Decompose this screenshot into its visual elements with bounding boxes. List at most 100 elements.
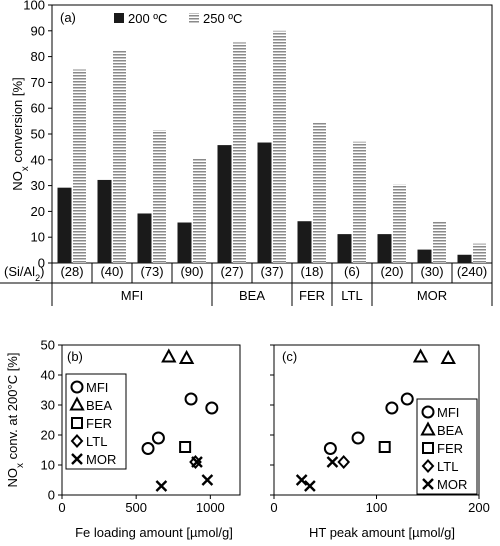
panel-b-point-mor [201, 474, 214, 486]
panel-b-point-mfi [141, 442, 155, 455]
panel-b-legend-label-bea: BEA [86, 398, 112, 413]
bar-200c [137, 213, 152, 264]
panel-b-legend-marker-fer [71, 417, 83, 429]
panel-c-x-tick-label: 100 [366, 500, 388, 515]
panel-b-legend-label-ltl: LTL [86, 434, 107, 449]
group-label: FER [299, 288, 325, 303]
panel-b-y-tick-label: 0 [48, 488, 55, 503]
bar-200c [57, 187, 72, 264]
panel-b-x-tick-label: 500 [125, 500, 147, 515]
category-label: (73) [140, 264, 163, 279]
group-label: MFI [121, 288, 143, 303]
panel-b-point-mor [191, 456, 203, 468]
panel-c-label: (c) [282, 349, 297, 364]
panel-a-y-tick-label: 90 [31, 23, 45, 38]
panel-a-y-tick-label: 10 [31, 230, 45, 245]
group-label: BEA [239, 288, 265, 303]
panel-b-point-fer [179, 441, 192, 453]
bar-250c [473, 243, 486, 263]
panel-c-legend-marker-bea [420, 421, 436, 436]
panel-b-point-bea [178, 349, 195, 364]
panel-b-point-mfi [184, 392, 198, 406]
panel-b-legend-label-mfi: MFI [86, 380, 108, 395]
panel-b-point-mfi [151, 431, 165, 445]
panel-b-legend-marker-ltl [70, 434, 84, 448]
panel-a-bar-chart: (a) NOx conversion [%] (Si/Al2) 0 10 20 30 4… [0, 0, 493, 306]
category-label: (18) [300, 264, 323, 279]
panel-c-point-mfi [323, 442, 337, 455]
panel-b-y-tick-label: 20 [41, 428, 55, 443]
category-label: (90) [180, 264, 203, 279]
bar-200c [297, 221, 312, 264]
panel-b-scatter: (b) NOx conv. at 200°C [%] Fe loading am… [5, 338, 241, 540]
legend-swatch-200c [114, 13, 124, 23]
panel-c-point-mor [326, 456, 339, 468]
panel-a-y-tick-label: 80 [31, 49, 45, 64]
panel-a-y-tick-label: 20 [31, 204, 45, 219]
category-label: (37) [260, 264, 283, 279]
panel-c-point-bea [412, 348, 429, 363]
panel-b-point-bea [161, 348, 177, 363]
panel-b-legend-label-mor: MOR [86, 452, 116, 467]
bar-200c [457, 254, 472, 264]
panel-b-y-tick-label: 50 [41, 338, 55, 353]
bar-250c [353, 141, 366, 263]
panel-a-y-tick-label: 0 [38, 256, 45, 271]
panel-c-point-mfi [385, 401, 399, 415]
panel-c-point-ltl [337, 455, 351, 469]
panel-a-y-tick-label: 50 [31, 127, 45, 142]
panel-c-scatter: (c) HT peak amount [µmol/g] 0 100 200 MFI B… [270, 344, 490, 540]
category-label: (240) [457, 264, 487, 279]
panel-b-legend-marker-mor [71, 453, 83, 465]
panel-c-x-axis-title: HT peak amount [µmol/g] [309, 525, 455, 540]
panel-b-legend-label-fer: FER [86, 416, 112, 431]
bar-250c [393, 184, 406, 263]
bar-200c [257, 142, 272, 264]
panel-c-legend-label-fer: FER [437, 441, 463, 456]
panel-a-row-label: (Si/Al2) [4, 264, 44, 283]
panel-c-point-bea [440, 349, 456, 364]
legend-label-250c: 250 ºC [203, 11, 242, 26]
panel-b-label: (b) [67, 349, 83, 364]
bar-250c [273, 30, 286, 263]
panel-c-legend-label-ltl: LTL [437, 459, 458, 474]
panel-b-point-mfi [205, 401, 219, 415]
panel-b-legend-box [65, 373, 127, 470]
bar-250c [193, 158, 206, 263]
bar-200c [217, 145, 232, 264]
bar-250c [313, 122, 326, 263]
panel-c-point-fer [378, 441, 391, 453]
category-label: (20) [380, 264, 403, 279]
bar-250c [113, 50, 126, 264]
panel-a-y-axis-title: NOx conversion [%] [10, 77, 31, 190]
panel-c-x-tick-label: 200 [468, 500, 490, 515]
panel-c-legend-marker-ltl [421, 459, 435, 473]
bar-200c [377, 234, 392, 264]
bar-200c [417, 249, 432, 264]
panel-b-y-tick-label: 30 [41, 398, 55, 413]
panel-a-y-tick-label: 70 [31, 75, 45, 90]
panel-c-x-tick-label: 0 [270, 500, 277, 515]
panel-c-point-mor [295, 474, 308, 486]
panel-b-y-tick-label: 10 [41, 458, 55, 473]
category-label: (40) [100, 264, 123, 279]
panel-a-y-tick-label: 60 [31, 101, 45, 116]
group-label: LTL [341, 288, 362, 303]
bar-200c [97, 179, 112, 264]
panel-b-legend-marker-bea [69, 396, 85, 411]
panel-a-y-tick-label: 40 [31, 152, 45, 167]
bar-250c [433, 221, 446, 263]
bar-250c [73, 69, 86, 263]
panel-c-legend-label-mor: MOR [437, 477, 467, 492]
panel-c-point-mfi [400, 392, 414, 406]
bar-250c [153, 130, 166, 263]
legend-swatch-250c [189, 13, 199, 23]
legend-label-200c: 200 ºC [128, 11, 167, 26]
category-label: (6) [344, 264, 360, 279]
category-label: (28) [60, 264, 83, 279]
bar-250c [233, 42, 246, 263]
category-label: (27) [220, 264, 243, 279]
panel-a-y-tick-label: 100 [23, 0, 45, 13]
panel-c-point-mfi [351, 431, 365, 445]
